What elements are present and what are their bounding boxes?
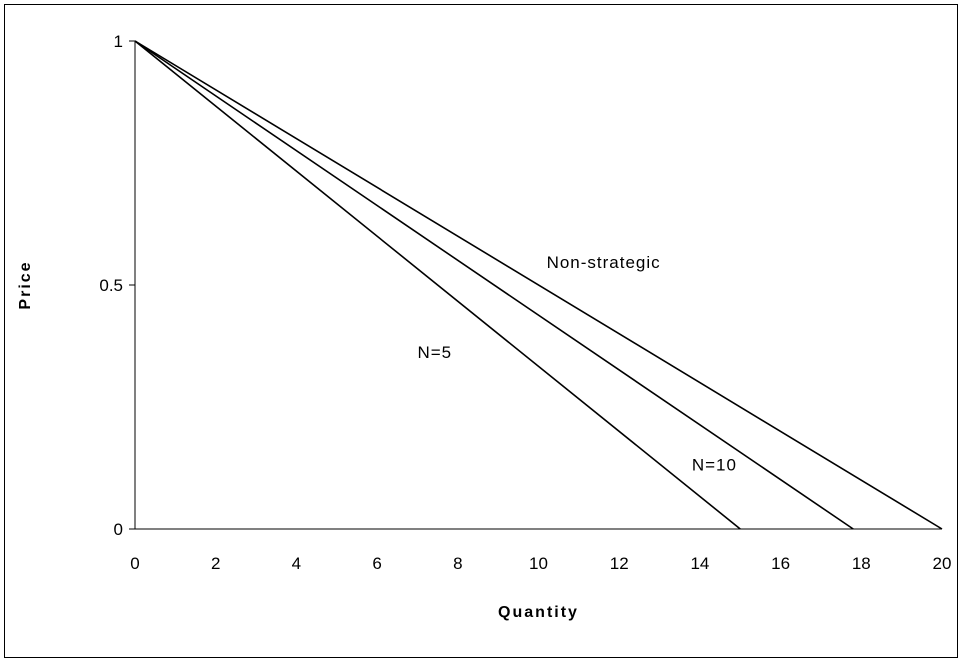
x-tick-label: 2 bbox=[211, 554, 220, 573]
x-tick-label: 14 bbox=[690, 554, 709, 573]
x-tick-label: 4 bbox=[292, 554, 301, 573]
series-label: N=10 bbox=[692, 455, 737, 474]
x-tick-label: 20 bbox=[933, 554, 952, 573]
x-tick-label: 12 bbox=[610, 554, 629, 573]
y-tick-label: 1 bbox=[114, 32, 123, 51]
x-axis-title: Quantity bbox=[498, 604, 579, 621]
series-line-non-strategic bbox=[134, 40, 943, 530]
series-label: Non-strategic bbox=[547, 253, 661, 272]
x-tick-label: 8 bbox=[453, 554, 462, 573]
series-lines bbox=[134, 40, 943, 530]
series-line-n-10 bbox=[134, 40, 854, 530]
annotations: Non-strategic N=10 N=5 bbox=[417, 253, 737, 475]
x-tick-label: 18 bbox=[852, 554, 871, 573]
x-tick-label: 0 bbox=[130, 554, 139, 573]
x-tick-label: 6 bbox=[372, 554, 381, 573]
y-axis-title: Price bbox=[17, 260, 34, 309]
series-label: N=5 bbox=[417, 343, 452, 362]
y-tick-label: 0.5 bbox=[99, 276, 123, 295]
x-tick-label: 10 bbox=[529, 554, 548, 573]
ticks: 00.510 2 4 6 8 10 12 14 16 18 20 bbox=[99, 32, 951, 573]
y-tick-label: 0 bbox=[114, 520, 123, 539]
chart-frame bbox=[4, 4, 958, 658]
x-tick-label: 16 bbox=[771, 554, 790, 573]
series-line-n-5 bbox=[134, 40, 741, 530]
